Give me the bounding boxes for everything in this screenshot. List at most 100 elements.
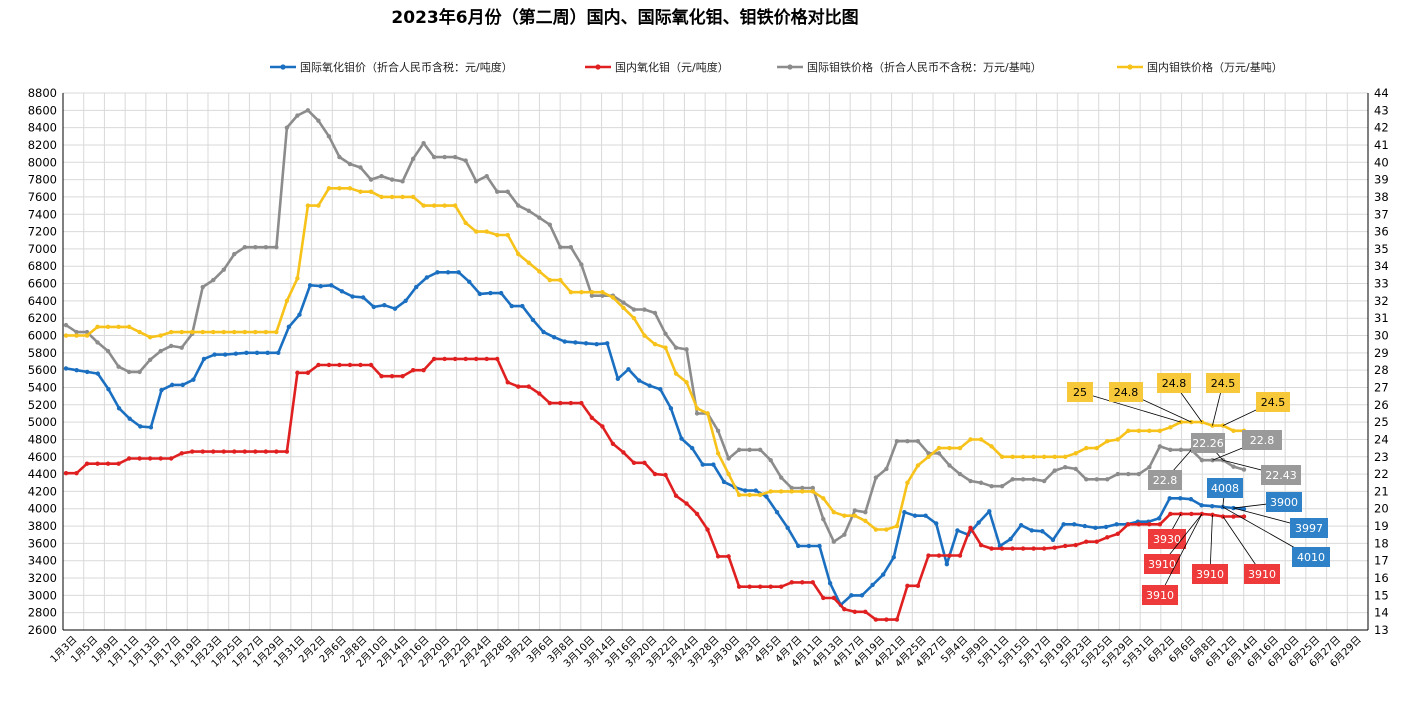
- series-point-3: [431, 203, 437, 208]
- y-right-tick-label: 42: [1374, 121, 1389, 135]
- series-point-1: [694, 511, 700, 517]
- series-point-2: [232, 251, 237, 257]
- series-point-1: [558, 400, 563, 406]
- series-point-0: [1114, 522, 1119, 527]
- y-left-tick-label: 5800: [28, 346, 57, 360]
- y-right-tick-label: 15: [1374, 588, 1389, 602]
- series-point-3: [200, 329, 205, 335]
- series-point-3: [1126, 428, 1131, 433]
- series-point-0: [74, 367, 79, 373]
- annotation-box: [1290, 518, 1328, 538]
- series-point-3: [631, 315, 637, 321]
- series-point-2: [558, 244, 563, 250]
- annotation-box: [1157, 373, 1191, 393]
- y-left-tick-label: 3200: [28, 571, 57, 585]
- annotation-label: 3910: [1248, 568, 1276, 581]
- series-point-0: [127, 416, 132, 421]
- y-left-tick-label: 4200: [28, 484, 57, 498]
- series-point-3: [389, 194, 395, 200]
- series-point-0: [902, 510, 907, 515]
- series-point-2: [516, 203, 521, 208]
- series-point-0: [849, 593, 854, 598]
- series-point-2: [1241, 467, 1247, 472]
- series-point-2: [1062, 464, 1068, 470]
- series-point-3: [873, 527, 879, 532]
- series-point-2: [221, 267, 226, 272]
- series-point-2: [295, 113, 300, 118]
- series-point-1: [589, 415, 595, 420]
- y-right-tick-label: 36: [1374, 225, 1389, 239]
- annotation-box: [1266, 492, 1302, 512]
- series-point-1: [284, 449, 290, 454]
- series-point-2: [894, 438, 900, 444]
- series-point-3: [694, 406, 700, 411]
- series-point-1: [84, 461, 90, 466]
- series-point-2: [410, 156, 416, 162]
- series-point-2: [463, 158, 468, 163]
- legend-marker-cn-femo: [1127, 64, 1133, 70]
- annotation-box: [1109, 382, 1143, 402]
- series-point-3: [705, 411, 710, 416]
- series-point-1: [978, 542, 984, 548]
- series-point-1: [400, 374, 405, 379]
- series-point-0: [711, 462, 716, 467]
- series-point-0: [85, 369, 90, 375]
- series-point-1: [1126, 522, 1131, 527]
- series-point-2: [768, 458, 773, 463]
- y-left-tick-label: 7800: [28, 173, 57, 187]
- series-point-0: [753, 488, 759, 493]
- series-point-0: [1050, 537, 1056, 543]
- series-point-2: [379, 173, 384, 179]
- series-point-2: [1157, 444, 1163, 449]
- series-point-3: [505, 232, 510, 238]
- annotation-box: [1244, 564, 1280, 584]
- annotation-label: 22.8: [1250, 434, 1275, 447]
- y-right-tick-label: 20: [1374, 502, 1389, 516]
- series-point-0: [594, 341, 599, 347]
- annotation-box: [1261, 465, 1301, 485]
- series-point-2: [663, 331, 668, 336]
- annotation-label: 22.8: [1153, 474, 1178, 487]
- series-point-2: [842, 532, 847, 537]
- series-point-1: [179, 451, 184, 456]
- series-point-3: [757, 492, 763, 498]
- series-point-0: [636, 378, 642, 383]
- legend-label-cn-mo-oxide: 国内氧化钼（元/吨度）: [615, 60, 729, 74]
- series-point-3: [768, 489, 773, 494]
- series-point-2: [1010, 477, 1015, 482]
- series-point-0: [286, 324, 292, 330]
- series-point-0: [392, 306, 398, 311]
- series-point-1: [800, 580, 805, 585]
- y-left-tick-label: 8600: [28, 103, 57, 117]
- series-point-2: [800, 485, 805, 491]
- series-point-3: [516, 251, 521, 257]
- series-point-1: [621, 450, 626, 455]
- series-point-2: [179, 345, 184, 350]
- series-point-2: [579, 262, 584, 267]
- series-point-0: [976, 520, 981, 525]
- series-point-0: [180, 382, 185, 388]
- series-point-1: [1105, 535, 1110, 540]
- series-point-1: [863, 609, 868, 615]
- series-point-0: [923, 513, 928, 518]
- series-point-0: [307, 283, 313, 288]
- series-point-2: [389, 177, 395, 182]
- series-point-1: [410, 367, 416, 373]
- series-point-0: [689, 445, 695, 451]
- y-right-tick-label: 32: [1374, 294, 1389, 308]
- series-point-2: [200, 284, 205, 290]
- series-point-0: [1188, 497, 1194, 502]
- series-point-3: [295, 276, 300, 281]
- series-point-1: [1157, 522, 1163, 527]
- series-point-0: [1209, 503, 1215, 509]
- series-point-0: [615, 376, 621, 382]
- y-left-tick-label: 6800: [28, 259, 57, 273]
- series-point-1: [305, 370, 311, 375]
- y-left-tick-label: 8000: [28, 155, 57, 169]
- series-point-3: [642, 333, 647, 338]
- series-point-1: [989, 546, 994, 551]
- series-point-1: [1041, 546, 1047, 551]
- series-point-0: [106, 387, 111, 392]
- series-point-2: [1147, 464, 1152, 470]
